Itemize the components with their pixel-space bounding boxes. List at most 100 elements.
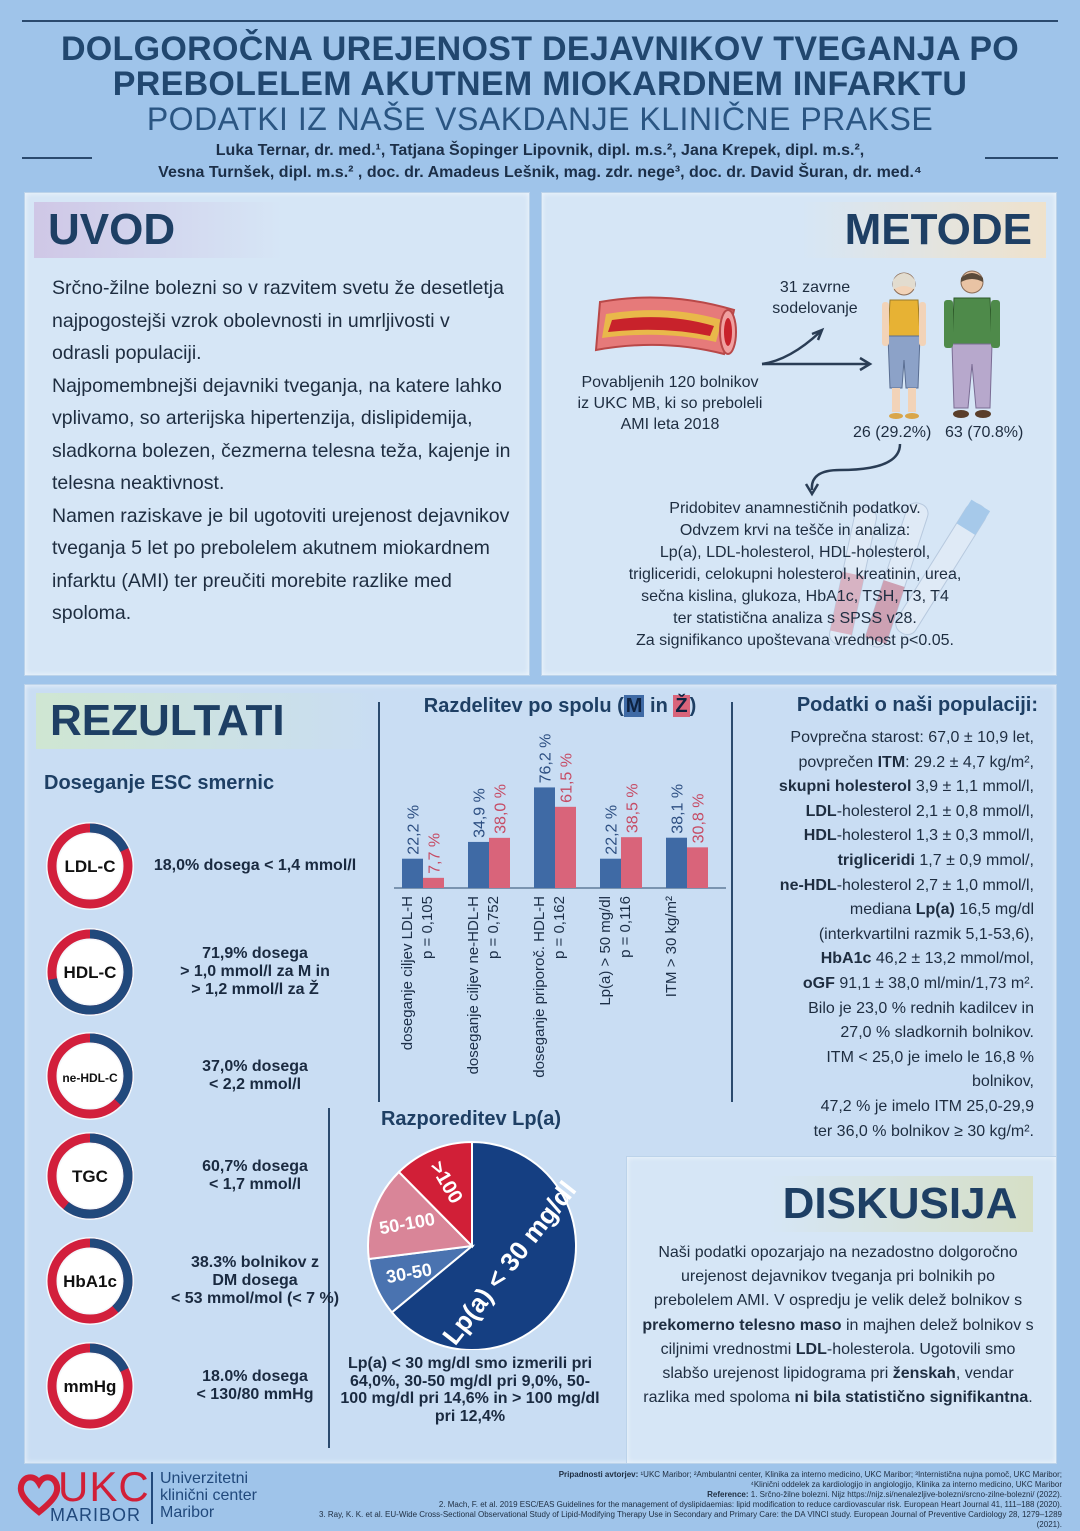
institution-line: Univerzitetni [160,1470,249,1487]
header-right-rule [985,157,1058,159]
uvod-text: Srčno-žilne bolezni so v razvitem svetu … [52,272,512,630]
institution-line: klinični center [160,1487,257,1504]
ring-achieved [47,1133,133,1219]
pie-slice [390,1140,577,1350]
reference-2: 2. Mach, F. et al. 2019 ESC/EAS Guidelin… [438,1500,1062,1509]
rezultati-heading: REZULTATI [36,693,378,749]
title-m: M [623,695,645,717]
affiliations: Pripadnosti avtorjev: ¹UKC Maribor; ²Amb… [558,1470,1062,1479]
bar-category-label: p = 0,116 [617,896,634,958]
population-line: Bilo je 23,0 % rednih kadilcev in [808,999,1034,1017]
ring-description-line: 37,0% dosega [202,1058,308,1075]
bar-category-label: p = 0,105 [419,896,436,959]
population-line: ne-HDL-holesterol 2,7 ± 1,0 mmol/l, [779,876,1034,894]
pie-slice [367,1170,475,1261]
bar-value-label: 7,7 % [427,833,444,874]
ring-label: ne-HDL-C [62,1071,118,1085]
institution-name: Univerzitetni klinični center Maribor [160,1470,257,1521]
man-icon [944,270,1000,418]
population-line: 47,2 % je imelo ITM 25,0-29,9 [820,1097,1034,1115]
bar-value-label: 76,2 % [538,734,555,784]
women-count: 26 (29.2%) [853,424,932,441]
men-count: 63 (70.8%) [945,424,1024,441]
bar-value-label: 30,8 % [691,794,708,844]
procedures-list: Pridobitev anamnestičnih podatkov. Odvze… [560,498,1030,652]
bar-ž [423,877,444,888]
arrows-graphic [761,327,902,497]
title-z: Ž [673,695,690,717]
ring-label: HbA1c [63,1272,117,1291]
bar-category-label: ITM > 30 kg/m² [663,896,680,997]
population-line: LDL-holesterol 2,1 ± 0,8 mmol/l, [805,802,1034,820]
bar-ž [489,837,510,888]
ring-achieved [47,823,133,909]
bar-chart-title: Razdelitev po spolu (M in Ž) [423,695,697,717]
test-tubes-icon [829,499,990,648]
divider-left [378,702,380,1102]
logo-ukc: UKC [58,1463,150,1510]
subtitle: PODATKI IZ NAŠE VSAKDANJE KLINIČNE PRAKS… [146,101,934,137]
diskusija-paragraph: Naši podatki opozarjajo na nezadostno do… [642,1244,1034,1407]
ukc-heart-logo-icon [17,1474,61,1516]
bar-m [666,837,687,888]
ring-description-line: > 1,0 mmol/l za M in [180,963,330,980]
footer-references: Pripadnosti avtorjev: ¹UKC Maribor; ²Amb… [300,1470,1062,1530]
ring-label: LDL-C [65,857,116,876]
ring-description-line: 60,7% dosega [202,1158,308,1175]
uvod-paragraph-3: Namen raziskave je bil ugotoviti urejeno… [52,504,510,625]
procedure-line: Pridobitev anamnestičnih podatkov. [669,500,921,517]
ring-description-line: < 2,2 mmol/l [208,1076,302,1093]
ring-description-line: 71,9% dosega [202,945,308,962]
procedure-line: sečna kislina, glukoza, HbA1c, TSH, T3, … [641,588,949,605]
ring-description: 18.0% dosega < 130/80 mmHg [140,1368,370,1404]
population-line: Povprečna starost: 67,0 ± 10,9 let, [790,729,1034,746]
bar-m [468,841,489,888]
population-line: trigliceridi 1,7 ± 0,9 mmol/, [837,851,1034,869]
diskusija-text: Naši podatki opozarjajo na nezadostno do… [640,1241,1036,1410]
diskusija-heading: DISKUSIJA [767,1176,1033,1232]
ring-description: 71,9% dosega > 1,0 mmol/l za M in > 1,2 mm… [140,945,370,999]
ring-center [58,834,122,898]
ring-center [58,1249,122,1313]
ring-description-line: 18,0% dosega < 1,4 mmol/l [153,857,357,874]
references: Reference: 1. Srčno-žilne bolezni. Nijz … [707,1490,1062,1499]
bar-m [534,787,555,888]
bar-m [600,858,621,888]
ring-description-line: < 1,7 mmol/l [208,1176,302,1193]
ring-description-line: < 53 mmol/mol (< 7 %) [170,1290,340,1307]
ring-description: 18,0% dosega < 1,4 mmol/l [140,857,370,875]
bar-value-label: 61,5 % [559,753,576,803]
procedure-line: Lp(a), LDL-holesterol, HDL-holesterol, [659,544,931,561]
ring-chart: ne-HDL-C [46,1032,134,1120]
bar-value-label: 34,9 % [472,788,489,838]
authors-line-1: Luka Ternar, dr. med.¹, Tatjana Šopinger… [215,142,865,159]
procedure-line: trigliceridi, celokupni holesterol, krea… [628,566,962,583]
population-line: 27,0 % sladkornih bolnikov. [840,1024,1034,1042]
divider-mid [328,1108,330,1448]
ring-description: 38.3% bolnikov z DM dosega < 53 mmol/mol (… [140,1254,370,1308]
metode-heading: METODE [800,202,1046,258]
uvod-paragraph-2: Najpomembnejši dejavniki tveganja, na ka… [52,374,511,495]
bar-ž [555,806,576,888]
ring-label: mmHg [64,1377,117,1396]
header-top-rule [22,20,1058,22]
affiliations-2: ⁴Klinični oddelek za kardiologijo in ang… [750,1480,1062,1489]
population-text: Povprečna starost: 67,0 ± 10,9 let, povpr… [742,726,1034,1144]
bar-value-label: 22,2 % [406,805,423,855]
title-line-1: DOLGOROČNA UREJENOST DEJAVNIKOV TVEGANJA… [60,30,1020,68]
pie-chart-title: Razporeditev Lp(a) [380,1108,562,1130]
ring-center [58,1144,122,1208]
bar-ž [687,847,708,888]
population-line: ter 36,0 % bolnikov ≥ 30 kg/m². [813,1122,1034,1140]
population-line: HbA1c 46,2 ± 13,2 mmol/mol, [820,950,1034,968]
bar-category-label: doseganje ciljev LDL-H [399,896,416,1050]
bar-value-label: 38,0 % [493,784,510,834]
population-line: (interkvartilni razmik 5,1-53,6), [818,925,1034,943]
ring-chart: LDL-C [46,822,134,910]
authors-line-2: Vesna Turnšek, dipl. m.s.² , doc. dr. Am… [158,164,922,181]
ring-chart: HbA1c [46,1237,134,1325]
bar-value-label: 38,5 % [625,783,642,833]
uvod-paragraph-1: Srčno-žilne bolezni so v razvitem svetu … [52,277,504,364]
ring-description-line: 18.0% dosega [202,1368,308,1385]
